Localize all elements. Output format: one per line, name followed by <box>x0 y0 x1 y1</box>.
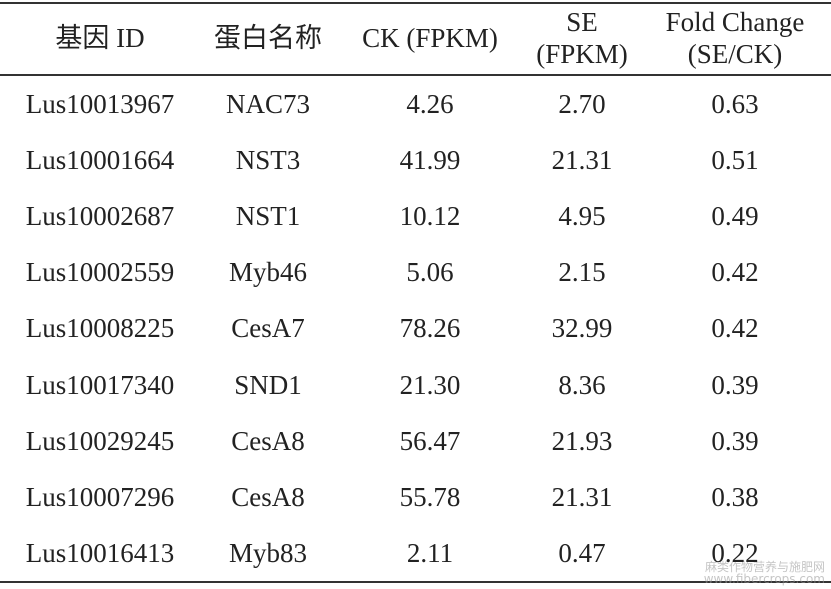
header-cell: 蛋白名称 <box>214 23 322 53</box>
header-cell: (FPKM) <box>536 39 628 69</box>
bottom-rule <box>0 581 831 583</box>
table-cell: Lus10001664 <box>25 145 175 176</box>
table-cell: 0.47 <box>558 537 606 568</box>
table-cell: 78.26 <box>399 313 461 344</box>
table-cell: NST1 <box>235 201 301 232</box>
table-cell: CesA8 <box>231 425 305 456</box>
header-cell: CK (FPKM) <box>362 23 498 53</box>
table-cell: NAC73 <box>225 89 311 119</box>
table-cell: 0.49 <box>711 201 759 232</box>
table-cell: 21.30 <box>399 369 461 400</box>
table-cell: Myb83 <box>228 537 308 568</box>
table-cell: 4.26 <box>406 89 454 119</box>
table-cell: NST3 <box>235 145 301 176</box>
table-cell: 21.31 <box>551 481 613 512</box>
table-cell: Lus10029245 <box>25 425 175 456</box>
table-cell: 0.39 <box>711 369 759 400</box>
table-cell: 2.11 <box>406 537 454 568</box>
table-cell: Lus10008225 <box>25 313 175 344</box>
table-cell: Lus10013967 <box>25 89 175 119</box>
table-cell: 55.78 <box>399 481 461 512</box>
table-cell: 10.12 <box>399 201 461 232</box>
table-cell: 8.36 <box>558 369 606 400</box>
table-cell: 0.51 <box>711 145 759 176</box>
header-cell: (SE/CK) <box>687 39 783 69</box>
table-cell: 5.06 <box>406 257 454 288</box>
table-cell: 56.47 <box>399 425 461 456</box>
table-cell: Lus10007296 <box>25 481 175 512</box>
table-cell: CesA8 <box>231 481 305 512</box>
table-cell: Myb46 <box>228 257 308 288</box>
table-cell: 0.39 <box>711 425 759 456</box>
table-cell: 0.42 <box>711 257 759 288</box>
watermark-name: 麻类作物营养与施肥网 <box>704 560 825 574</box>
header-rule <box>0 74 831 76</box>
table-cell: Lus10017340 <box>25 369 175 400</box>
top-rule <box>0 2 831 4</box>
header-cell: SE <box>566 7 598 37</box>
table-cell: 21.93 <box>551 425 613 456</box>
table-cell: SND1 <box>234 369 302 400</box>
table-cell: 0.63 <box>711 89 759 119</box>
table-cell: 0.42 <box>711 313 759 344</box>
table-cell: 41.99 <box>399 145 461 176</box>
table-cell: 2.15 <box>558 257 606 288</box>
table-cell: Lus10002559 <box>25 257 175 288</box>
table-cell: 0.22 <box>711 537 759 568</box>
table-cell: 21.31 <box>551 145 613 176</box>
header-cell: 基因 ID <box>55 23 145 53</box>
table-cell: Lus10016413 <box>25 537 175 568</box>
table-cell: 32.99 <box>551 313 613 344</box>
header-cell: Fold Change <box>665 7 805 37</box>
table-cell: CesA7 <box>231 313 305 344</box>
table-cell: 0.38 <box>711 481 759 512</box>
table-cell: 4.95 <box>558 201 606 232</box>
table-cell: 2.70 <box>558 89 606 119</box>
watermark-url: www.fibercrops.com <box>703 572 825 586</box>
table-cell: Lus10002687 <box>25 201 175 232</box>
